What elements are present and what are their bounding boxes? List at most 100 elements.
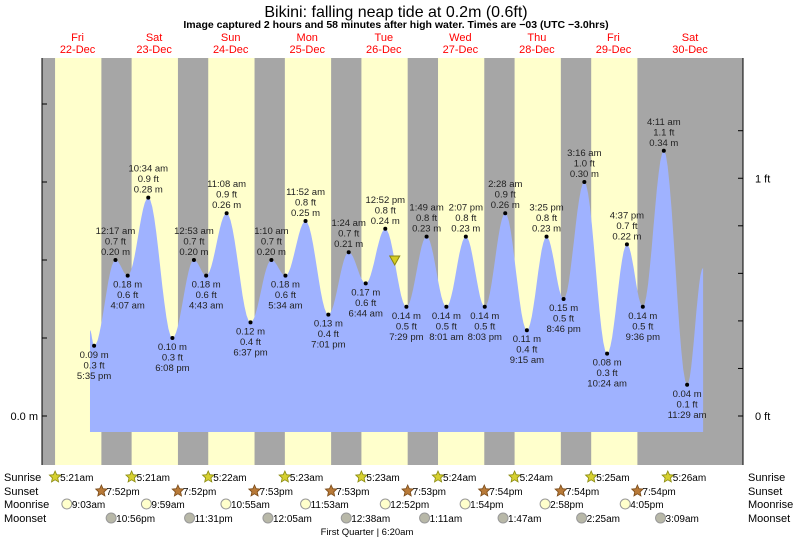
sunset-sun-icon	[171, 484, 185, 497]
sunset-time: 7:54pm	[642, 487, 675, 498]
low-tide-label: 9:15 am	[510, 355, 544, 366]
day-date-label: 29-Dec	[596, 44, 632, 56]
high-tide-point	[303, 219, 308, 223]
left-axis-label: 0.0 m	[10, 411, 38, 423]
high-tide-label: 0.23 m	[451, 224, 480, 235]
high-tide-label: 0.8 ft	[455, 213, 476, 224]
low-tide-label: 7:29 pm	[389, 332, 423, 343]
high-tide-label: 1.0 ft	[574, 159, 595, 170]
low-tide-label: 8:03 pm	[468, 332, 502, 343]
high-tide-label: 0.23 m	[532, 224, 561, 235]
low-tide-point	[444, 304, 449, 309]
moonrise-moon-icon	[61, 498, 73, 510]
moonset-row-label-right: Moonset	[748, 513, 790, 525]
right-axis-label: 0 ft	[755, 411, 770, 423]
high-tide-label: 0.30 m	[570, 169, 599, 180]
high-tide-label: 0.26 m	[491, 200, 520, 211]
low-tide-point	[204, 273, 209, 278]
high-tide-label: 1:24 am	[332, 218, 366, 229]
moonrise-time: 2:58pm	[550, 500, 583, 511]
sunset-time: 7:53pm	[413, 487, 446, 498]
low-tide-label: 0.5 ft	[632, 321, 653, 332]
day-date-label: 22-Dec	[60, 44, 96, 56]
sunset-sun-icon	[401, 484, 415, 497]
sunset-sun-icon	[477, 484, 491, 497]
sunrise-sun-icon	[124, 470, 139, 483]
low-tide-label: 0.11 m	[513, 334, 541, 345]
tide-area	[89, 150, 704, 433]
high-tide-point	[463, 234, 468, 239]
sunrise-sun-icon	[431, 470, 445, 483]
sunset-sun-icon	[94, 484, 109, 497]
low-tide-label: 0.10 m	[158, 342, 187, 353]
low-tide-label: 0.04 m	[673, 389, 702, 400]
moonrise-time: 10:55am	[231, 500, 270, 511]
sunrise-time: 5:24am	[520, 473, 553, 484]
sunset-time: 7:52pm	[183, 487, 216, 498]
sunrise-sun-icon	[354, 470, 369, 483]
moonset-moon-icon	[655, 512, 667, 524]
sunset-row-label: Sunset	[4, 486, 38, 498]
moonrise-time: 4:05pm	[630, 500, 663, 511]
sunset-time: 7:53pm	[260, 487, 293, 498]
sunrise-time: 5:22am	[213, 473, 246, 484]
low-tide-label: 0.14 m	[392, 311, 421, 322]
low-tide-label: 4:07 am	[111, 301, 145, 312]
moonset-moon-icon	[497, 512, 509, 524]
high-tide-point	[113, 258, 118, 262]
sunset-time: 7:52pm	[106, 487, 139, 498]
sunrise-time: 5:21am	[60, 473, 93, 484]
high-tide-label: 0.34 m	[649, 138, 678, 149]
moon-phase-label: First Quarter | 6:20am	[321, 527, 414, 538]
moonset-moon-icon	[340, 512, 352, 524]
high-tide-label: 12:52 pm	[365, 195, 405, 206]
moonrise-row-label: Moonrise	[4, 499, 49, 511]
moonset-time: 2:25am	[587, 514, 620, 525]
low-tide-point	[170, 336, 175, 340]
high-tide-label: 0.20 m	[179, 247, 208, 258]
high-tide-point	[624, 242, 629, 247]
sunrise-sun-icon	[507, 470, 522, 483]
moonset-moon-icon	[262, 512, 274, 524]
day-date-label: 23-Dec	[136, 44, 172, 56]
moonrise-moon-icon	[220, 498, 232, 510]
moonrise-row-label-right: Moonrise	[748, 499, 793, 511]
low-tide-label: 0.3 ft	[162, 353, 183, 364]
low-tide-label: 0.6 ft	[117, 290, 138, 301]
low-tide-label: 10:24 am	[587, 379, 627, 390]
moonset-row-label: Moonset	[4, 513, 46, 525]
high-tide-label: 12:17 am	[96, 226, 136, 237]
moonrise-time: 9:59am	[151, 500, 184, 511]
moonset-time: 3:09am	[666, 514, 699, 525]
high-tide-label: 2:07 pm	[449, 203, 483, 214]
moonset-moon-icon	[105, 512, 117, 524]
low-tide-point	[404, 304, 409, 309]
high-tide-point	[146, 195, 151, 200]
high-tide-point	[424, 234, 429, 239]
sunset-time: 7:54pm	[566, 487, 599, 498]
sunrise-sun-icon	[48, 470, 62, 483]
sunset-sun-icon	[247, 484, 262, 497]
sunset-sun-icon	[554, 484, 568, 497]
high-tide-label: 0.24 m	[371, 216, 400, 227]
sunset-time: 7:54pm	[489, 487, 522, 498]
high-tide-point	[544, 234, 549, 239]
low-tide-label: 0.4 ft	[318, 329, 339, 340]
moonrise-time: 9:03am	[72, 500, 105, 511]
moonset-time: 11:31pm	[195, 514, 233, 525]
high-tide-label: 11:52 am	[286, 187, 325, 198]
low-tide-label: 0.6 ft	[355, 298, 376, 309]
low-tide-label: 0.4 ft	[516, 345, 537, 356]
high-tide-label: 0.7 ft	[183, 237, 204, 248]
low-tide-point	[482, 304, 487, 309]
low-tide-label: 9:36 pm	[626, 332, 660, 343]
high-tide-label: 0.9 ft	[216, 190, 237, 201]
low-tide-label: 11:29 am	[668, 410, 707, 421]
sunrise-time: 5:25am	[596, 473, 629, 484]
high-tide-point	[346, 250, 351, 255]
high-tide-label: 0.20 m	[101, 247, 130, 258]
low-tide-point	[125, 273, 130, 278]
low-tide-label: 0.6 ft	[196, 290, 217, 301]
sunset-row-label-right: Sunset	[748, 486, 782, 498]
high-tide-label: 2:28 am	[488, 179, 522, 190]
